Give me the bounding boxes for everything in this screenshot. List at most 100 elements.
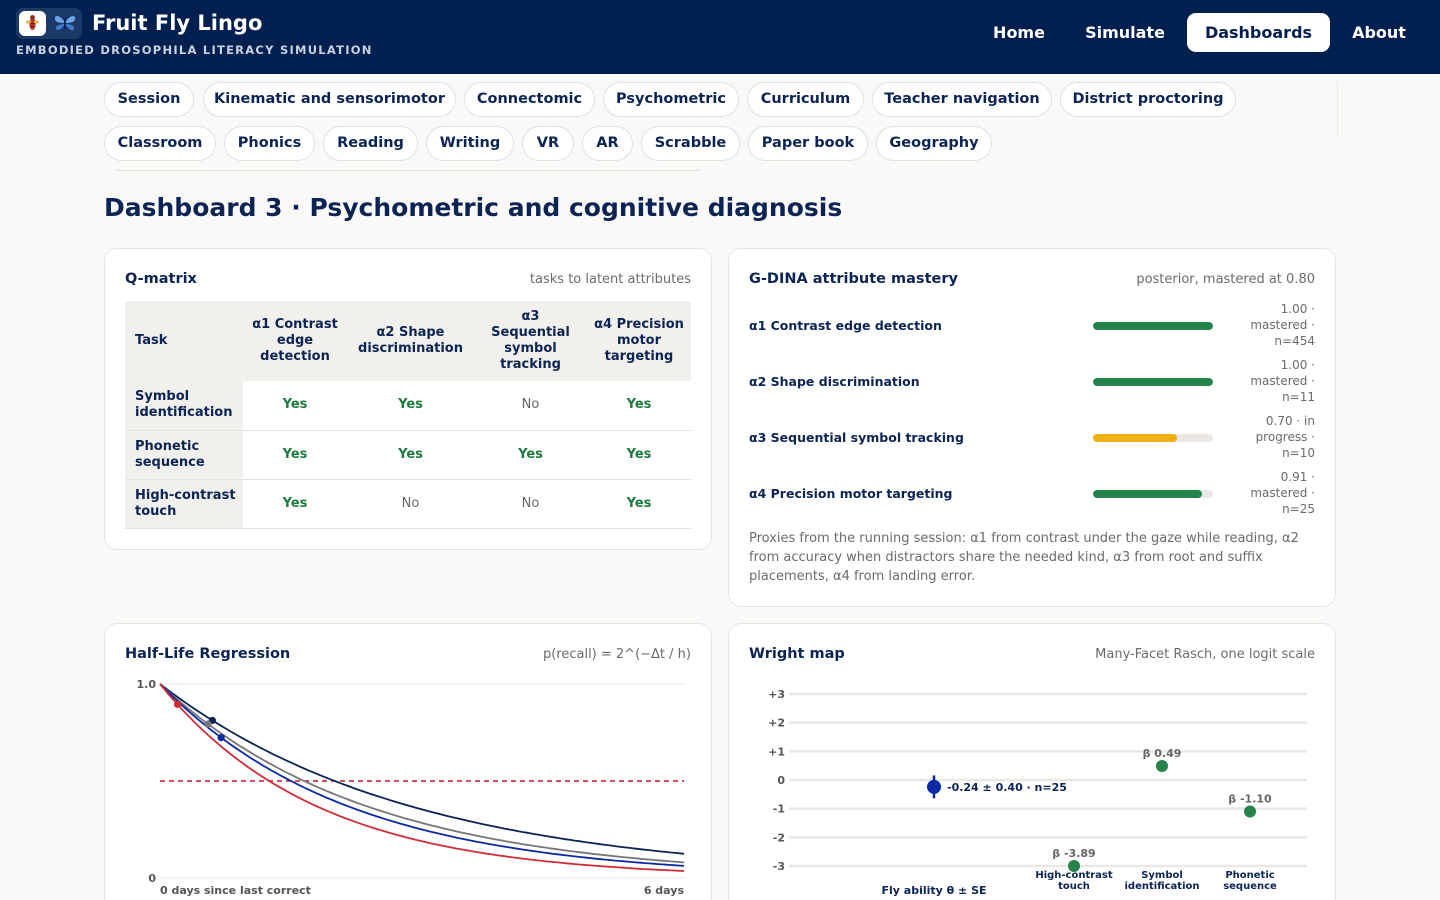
tab-connectomic[interactable]: Connectomic	[464, 82, 595, 117]
tab-classroom[interactable]: Classroom	[104, 126, 216, 161]
qmatrix-cell: Yes	[243, 430, 347, 480]
y-tick-label: +2	[768, 717, 785, 730]
mastery-bar-fill	[1093, 322, 1213, 330]
beta-label: β -1.10	[1228, 793, 1272, 806]
recall-point-2	[204, 720, 212, 728]
tab-psychometric[interactable]: Psychometric	[603, 82, 739, 117]
y-tick-label: -2	[773, 831, 785, 844]
task-name: Phonetic sequence	[125, 430, 243, 480]
nav-about[interactable]: About	[1352, 23, 1406, 42]
tab-scrabble[interactable]: Scrabble	[641, 126, 740, 161]
mastery-bar-fill	[1093, 378, 1213, 386]
tab-geography[interactable]: Geography	[876, 126, 992, 161]
qmatrix-cell: Yes	[587, 479, 691, 529]
app-title: Fruit Fly Lingo	[92, 11, 263, 35]
task-label: High-contrast touch	[1035, 870, 1113, 892]
nav-dashboards[interactable]: Dashboards	[1187, 13, 1330, 52]
tab-ar[interactable]: AR	[582, 126, 633, 161]
qmatrix-cell: No	[474, 479, 587, 529]
attribute-stat: 0.91 · mastered · n=25	[1250, 470, 1315, 516]
y-tick-label: -3	[773, 860, 785, 873]
nav-home[interactable]: Home	[993, 23, 1045, 42]
task-label: Symbol identification	[1125, 870, 1200, 892]
app-logo[interactable]	[16, 8, 82, 39]
tab-phonics[interactable]: Phonics	[224, 126, 315, 161]
page-title: Dashboard 3 · Psychometric and cognitive…	[104, 193, 843, 222]
tab-vr[interactable]: VR	[522, 126, 574, 161]
tab-district-proctoring[interactable]: District proctoring	[1060, 82, 1236, 117]
mastery-bar	[1093, 378, 1213, 386]
recall-point-3	[217, 734, 225, 742]
attribute-row: α2 Shape discrimination 1.00 · mastered …	[749, 357, 1315, 407]
qmatrix-title: Q-matrix	[125, 271, 197, 287]
y-tick-label: +3	[768, 688, 785, 701]
wright-title: Wright map	[749, 646, 845, 662]
qmatrix-header-a4: α4 Precision motor targeting	[587, 301, 691, 381]
attribute-name: α3 Sequential symbol tracking	[749, 430, 964, 445]
attribute-name: α4 Precision motor targeting	[749, 486, 953, 501]
ability-point	[927, 779, 941, 794]
gdina-card: G-DINA attribute mastery posterior, mast…	[728, 248, 1336, 607]
butterfly-icon	[52, 12, 78, 35]
y-tick-label: 0	[777, 774, 785, 787]
tab-reading[interactable]: Reading	[323, 126, 418, 161]
mastery-bar	[1093, 434, 1213, 442]
fly-icon	[19, 11, 46, 36]
qmatrix-header-a3: α3 Sequential symbol tracking	[474, 301, 587, 381]
qmatrix-cell: Yes	[347, 381, 474, 431]
y-tick-bottom: 0	[148, 872, 156, 885]
gdina-title: G-DINA attribute mastery	[749, 271, 958, 287]
tab-curriculum[interactable]: Curriculum	[747, 82, 864, 117]
qmatrix-card: Q-matrix tasks to latent attributes Task…	[104, 248, 712, 550]
y-tick-label: +1	[768, 745, 785, 758]
recall-curve-3	[159, 683, 685, 867]
mastery-bar-fill	[1093, 490, 1203, 498]
hlr-title: Half-Life Regression	[125, 646, 291, 662]
table-row: Symbol identification Yes Yes No Yes	[125, 381, 691, 431]
task-name: High-contrast touch	[125, 479, 243, 529]
ability-label: -0.24 ± 0.40 · n=25	[947, 781, 1067, 794]
qmatrix-cell: Yes	[587, 381, 691, 431]
item-difficulty-point	[1068, 860, 1080, 872]
tabs-divider	[115, 170, 700, 171]
ability-axis-label: Fly ability θ ± SE	[881, 884, 986, 897]
hlr-subtitle: p(recall) = 2^(−Δt / h)	[542, 647, 691, 662]
top-bar: Fruit Fly Lingo EMBODIED DROSOPHILA LITE…	[0, 0, 1440, 74]
tabs-scroll-edge	[1337, 82, 1338, 138]
qmatrix-header-a2: α2 Shape discrimination	[347, 301, 474, 381]
y-tick-top: 1.0	[137, 678, 157, 691]
qmatrix-header-task: Task	[125, 301, 243, 381]
task-label: Phonetic sequence	[1223, 870, 1277, 892]
tab-session[interactable]: Session	[104, 82, 194, 117]
table-row: Phonetic sequence Yes Yes Yes Yes	[125, 430, 691, 480]
tab-paper-book[interactable]: Paper book	[748, 126, 868, 161]
qmatrix-cell: Yes	[474, 430, 587, 480]
hlr-chart: 1.0 0 0 days since last correct 6 days	[137, 678, 685, 897]
beta-label: β -3.89	[1052, 847, 1095, 860]
recall-curve-1	[159, 683, 685, 855]
nav-simulate[interactable]: Simulate	[1085, 23, 1165, 42]
mastery-bar	[1093, 490, 1213, 498]
recall-curve-2	[159, 683, 685, 864]
attribute-row: α1 Contrast edge detection 1.00 · master…	[749, 301, 1315, 351]
qmatrix-header-a1: α1 Contrast edge detection	[243, 301, 347, 381]
item-difficulty-point	[1156, 759, 1168, 772]
qmatrix-cell: No	[474, 381, 587, 431]
tab-teacher-navigation[interactable]: Teacher navigation	[872, 82, 1052, 117]
tab-kinematic[interactable]: Kinematic and sensorimotor	[203, 82, 456, 117]
attribute-row: α4 Precision motor targeting 0.91 · mast…	[749, 469, 1315, 519]
attribute-row: α3 Sequential symbol tracking 0.70 · in …	[749, 413, 1315, 463]
qmatrix-cell: Yes	[347, 430, 474, 480]
qmatrix-cell: Yes	[243, 479, 347, 529]
qmatrix-cell: Yes	[587, 430, 691, 480]
attribute-stat: 1.00 · mastered · n=454	[1250, 302, 1315, 348]
qmatrix-subtitle: tasks to latent attributes	[529, 272, 691, 287]
wright-subtitle: Many-Facet Rasch, one logit scale	[1095, 647, 1315, 662]
x-axis-right-label: 6 days	[644, 884, 685, 897]
tab-writing[interactable]: Writing	[426, 126, 514, 161]
task-name: Symbol identification	[125, 381, 243, 431]
attribute-name: α1 Contrast edge detection	[749, 318, 942, 333]
mastery-bar	[1093, 322, 1213, 330]
attribute-name: α2 Shape discrimination	[749, 374, 920, 389]
recall-point-4	[173, 700, 182, 708]
